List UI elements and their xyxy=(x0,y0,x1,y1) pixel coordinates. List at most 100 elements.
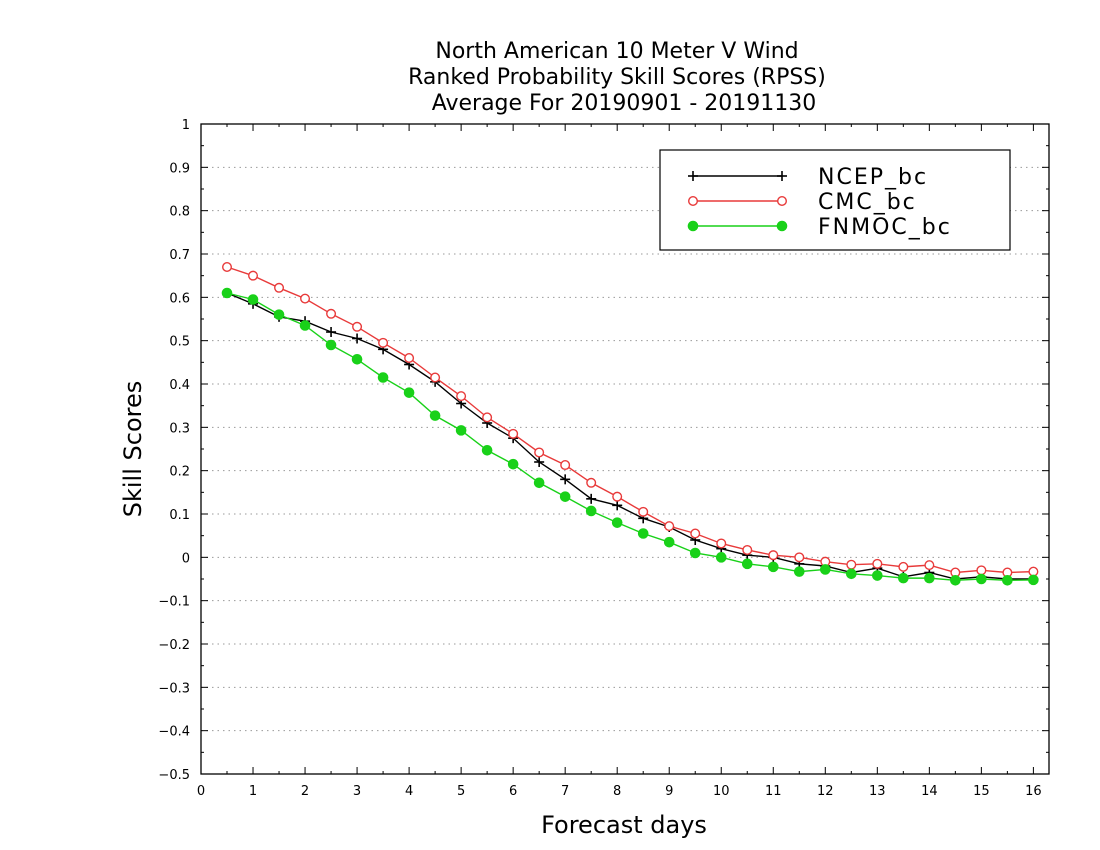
data-point-cmc-bc xyxy=(482,412,493,423)
data-point-cmc-bc xyxy=(560,460,571,471)
x-tick-label: 3 xyxy=(353,784,361,799)
data-point-cmc-bc xyxy=(690,528,701,539)
legend-marker xyxy=(687,220,699,232)
legend-marker xyxy=(777,171,787,181)
y-tick-label: 0.1 xyxy=(169,508,190,523)
data-point-cmc-bc xyxy=(300,293,311,304)
data-point-ncep-bc xyxy=(560,474,571,485)
data-point-fnmoc-bc xyxy=(793,566,805,577)
x-tick-label: 5 xyxy=(457,784,465,799)
x-tick-label: 0 xyxy=(197,784,205,799)
data-point-fnmoc-bc xyxy=(1002,575,1013,586)
legend-box xyxy=(659,149,1011,251)
title-line-1: North American 10 Meter V Wind xyxy=(435,39,798,64)
y-tick-label: 0.3 xyxy=(169,421,190,436)
data-point-cmc-bc xyxy=(378,337,389,348)
chart-title: North American 10 Meter V Wind Ranked Pr… xyxy=(408,39,826,116)
data-point-fnmoc-bc xyxy=(585,505,597,517)
y-tick-label: 1 xyxy=(182,118,190,133)
x-tick-label: 15 xyxy=(973,784,990,799)
data-point-fnmoc-bc xyxy=(221,287,233,299)
data-point-cmc-bc xyxy=(716,538,727,549)
data-point-cmc-bc xyxy=(222,262,233,273)
data-point-cmc-bc xyxy=(846,559,857,570)
y-tick-label: 0.8 xyxy=(169,205,190,220)
legend-item-cmc-bc: CMC_bc xyxy=(688,190,917,215)
legend-marker xyxy=(688,195,699,206)
y-tick-label: −0.4 xyxy=(158,725,190,740)
y-tick-label: −0.2 xyxy=(158,638,190,653)
legend-label: FNMOC_bc xyxy=(818,215,952,240)
title-line-2: Ranked Probability Skill Scores (RPSS) xyxy=(408,65,826,90)
data-point-fnmoc-bc xyxy=(637,528,649,539)
data-point-cmc-bc xyxy=(898,561,909,572)
data-point-cmc-bc xyxy=(352,321,363,332)
data-point-fnmoc-bc xyxy=(976,573,987,585)
x-tick-label: 7 xyxy=(561,784,569,799)
data-point-ncep-bc xyxy=(534,457,545,467)
data-point-fnmoc-bc xyxy=(299,320,311,331)
data-point-fnmoc-bc xyxy=(767,561,779,573)
x-axis: 0 1 2 3 4 5 6 7 8 9 10 11 12 13 14 15 16 xyxy=(197,124,1042,799)
data-point-fnmoc-bc xyxy=(325,339,337,351)
data-point-fnmoc-bc xyxy=(559,491,571,502)
legend-label: CMC_bc xyxy=(818,190,917,215)
x-tick-label: 10 xyxy=(713,784,730,799)
data-point-cmc-bc xyxy=(534,447,545,458)
data-point-fnmoc-bc xyxy=(819,564,831,575)
x-tick-label: 2 xyxy=(301,784,309,799)
data-point-ncep-bc xyxy=(612,500,623,511)
data-point-cmc-bc xyxy=(326,308,337,319)
series-line-cmc-bc xyxy=(226,266,1034,574)
series-layer xyxy=(221,262,1039,586)
data-point-cmc-bc xyxy=(430,372,441,383)
y-tick-label: 0.4 xyxy=(169,378,190,393)
title-line-3: Average For 20190901 - 20191130 xyxy=(432,91,817,116)
data-point-cmc-bc xyxy=(924,560,935,571)
data-point-cmc-bc xyxy=(794,552,805,563)
grid-lines xyxy=(201,166,1049,732)
data-point-fnmoc-bc xyxy=(377,372,389,383)
data-point-cmc-bc xyxy=(976,565,987,576)
legend-marker xyxy=(776,220,788,232)
y-axis: 1 0.9 0.8 0.7 0.6 0.5 0.4 0.3 0.2 0.1 0 −0.1 −0.2 −0.… xyxy=(158,118,1049,783)
data-point-fnmoc-bc xyxy=(924,572,935,584)
series-ncep-bc xyxy=(222,288,1039,584)
data-point-fnmoc-bc xyxy=(455,425,467,436)
x-tick-label: 12 xyxy=(817,784,834,799)
data-point-ncep-bc xyxy=(352,333,363,344)
data-point-cmc-bc xyxy=(508,428,519,439)
x-tick-label: 11 xyxy=(765,784,782,799)
data-point-fnmoc-bc xyxy=(507,458,519,470)
data-point-cmc-bc xyxy=(664,521,675,532)
x-tick-label: 14 xyxy=(921,784,938,799)
x-tick-label: 8 xyxy=(613,784,621,799)
data-point-fnmoc-bc xyxy=(611,517,623,528)
data-point-fnmoc-bc xyxy=(663,536,675,548)
y-tick-label: 0.7 xyxy=(169,248,190,263)
data-point-fnmoc-bc xyxy=(273,309,285,320)
y-tick-label: 0 xyxy=(182,551,190,566)
y-tick-label: −0.5 xyxy=(158,768,190,783)
series-cmc-bc xyxy=(222,262,1039,578)
series-fnmoc-bc xyxy=(221,287,1039,586)
x-tick-label: 4 xyxy=(405,784,413,799)
data-point-fnmoc-bc xyxy=(403,387,415,398)
y-tick-label: −0.1 xyxy=(158,595,190,610)
data-point-ncep-bc xyxy=(326,327,337,337)
data-point-fnmoc-bc xyxy=(950,575,961,586)
data-point-cmc-bc xyxy=(612,491,623,502)
data-point-fnmoc-bc xyxy=(533,477,545,489)
x-axis-title: Forecast days xyxy=(541,811,707,839)
data-point-cmc-bc xyxy=(586,477,597,488)
data-point-fnmoc-bc xyxy=(872,570,883,581)
data-point-cmc-bc xyxy=(872,558,883,569)
data-point-ncep-bc xyxy=(586,493,597,504)
legend-marker xyxy=(688,171,698,181)
x-tick-label: 16 xyxy=(1025,784,1042,799)
data-point-fnmoc-bc xyxy=(898,572,909,584)
legend-marker xyxy=(777,195,788,206)
